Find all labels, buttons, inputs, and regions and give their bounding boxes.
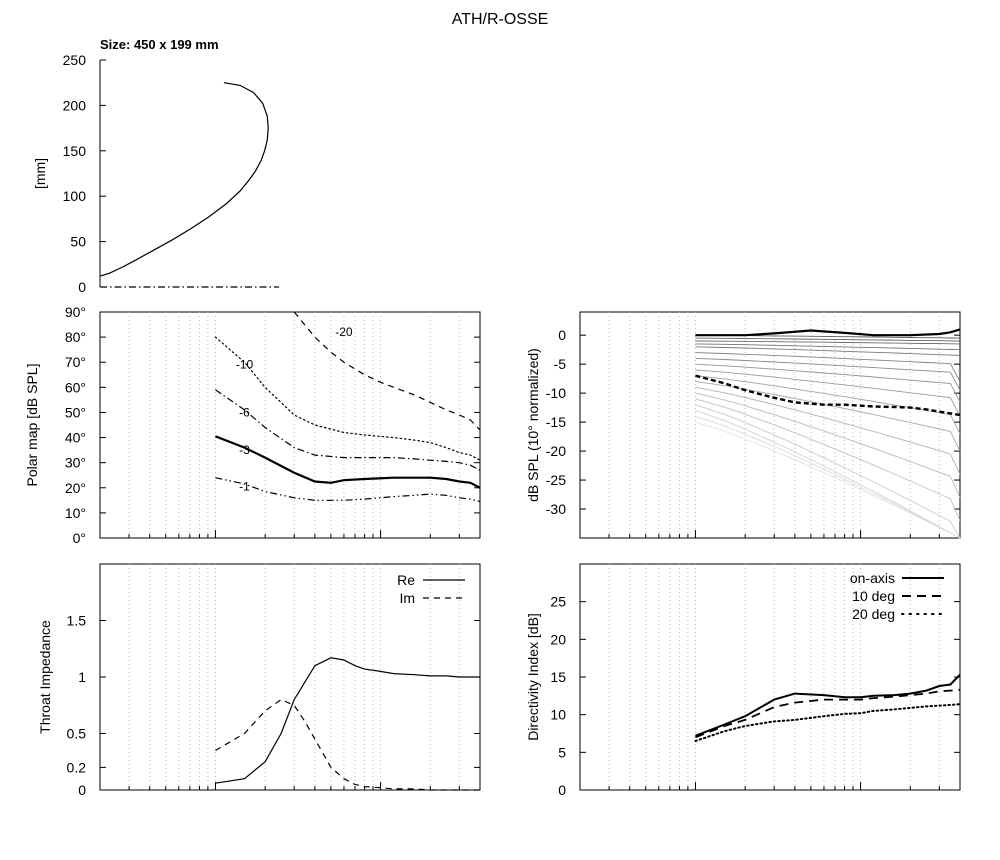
spl-y-tick-label: -25 — [546, 472, 566, 488]
profile-y-tick-label: 100 — [63, 188, 87, 204]
polar-contour-label: -1 — [239, 480, 250, 494]
spl-y-tick-label: -20 — [546, 443, 566, 459]
polar-y-tick-label: 0° — [73, 530, 86, 546]
profile-y-label: [mm] — [32, 158, 48, 189]
profile-y-tick-label: 50 — [70, 234, 86, 250]
spl-angle-curve — [695, 337, 961, 342]
polar-y-tick-label: 50° — [65, 404, 86, 420]
spl-on-axis-curve — [695, 328, 961, 337]
impedance-y-tick-label: 1 — [78, 669, 86, 685]
spl-y-tick-label: -5 — [554, 356, 567, 372]
di-legend-label: 20 deg — [852, 606, 895, 622]
polar-y-tick-label: 20° — [65, 480, 86, 496]
spl-angle-curve — [695, 392, 961, 498]
impedance-y-tick-label: 1.5 — [67, 613, 87, 629]
di-series — [695, 688, 961, 739]
plots-layer: Size: 450 x 199 mm050100150200250[mm]0°1… — [24, 37, 961, 798]
impedance-y-label: Throat Impedance — [37, 620, 53, 734]
polar-contour-label: -20 — [335, 325, 353, 339]
spl-angle-curve — [695, 340, 961, 345]
di-y-tick-label: 20 — [550, 631, 566, 647]
impedance-series-re — [215, 657, 480, 784]
spl-reference-curve — [695, 374, 961, 417]
impedance-series-im — [215, 698, 480, 791]
profile-y-tick-label: 150 — [63, 143, 87, 159]
impedance-legend-label: Im — [399, 590, 415, 606]
spl-angle-curve — [695, 398, 961, 521]
profile-curve — [99, 82, 269, 277]
di-legend-label: 10 deg — [852, 588, 895, 604]
spl-angle-curve — [695, 381, 961, 452]
spl-y-label: dB SPL (10° normalized) — [525, 348, 541, 502]
polar-y-tick-label: 40° — [65, 430, 86, 446]
polar-contour-minus20 — [293, 311, 481, 431]
polar-contour-minus3 — [215, 435, 481, 489]
spl-y-tick-label: -10 — [546, 385, 566, 401]
figure-title: ATH/R-OSSE — [452, 11, 549, 28]
polar-contour-label: -3 — [239, 443, 250, 457]
spl-angle-curve — [695, 369, 961, 417]
di-y-label: Directivity Index [dB] — [525, 613, 541, 741]
polar-y-tick-label: 30° — [65, 455, 86, 471]
polar-y-tick-label: 70° — [65, 354, 86, 370]
polar-y-tick-label: 60° — [65, 379, 86, 395]
spl-angle-curve — [695, 343, 961, 351]
spl-angle-curve — [695, 410, 961, 539]
spl-angle-curve — [695, 363, 961, 403]
polar-y-tick-label: 90° — [65, 304, 86, 320]
profile-y-tick-label: 200 — [63, 97, 87, 113]
di-plot-frame — [579, 563, 961, 791]
polar-plot: 0° 10° 20° 30° 40° 50° 60° 70° 80° 90° Polar map [… — [24, 304, 481, 546]
spl-angle-curve — [695, 404, 961, 539]
spl-angle-curve — [695, 375, 961, 434]
polar-contour-minus10 — [214, 336, 481, 461]
polar-y-tick-label: 80° — [65, 329, 86, 345]
di-y-tick-label: 15 — [550, 669, 566, 685]
spl-y-tick-label: -15 — [546, 414, 566, 430]
di-series — [694, 703, 961, 742]
spl-plot: 0 -5 -10 -15 -20 -25 -30 dB SPL (10° normalized… — [525, 311, 961, 539]
profile-y-tick-label: 250 — [63, 52, 87, 68]
impedance-y-tick-label: 0 — [78, 782, 86, 798]
profile-plot: Size: 450 x 199 mm 0 50 100 150 200 250 [mm] — [32, 37, 280, 295]
polar-contour-label: -6 — [239, 405, 250, 419]
polar-contour-label: -10 — [236, 358, 254, 372]
impedance-plot: 0 0.2 0.5 1 1.5 Throat Impedance Re Im — [37, 563, 481, 798]
polar-y-tick-label: 10° — [65, 505, 86, 521]
polar-contour-minus1 — [215, 477, 481, 503]
spl-y-tick-label: 0 — [558, 327, 566, 343]
di-plot: 0 5 10 15 20 25 Directivity Index [dB] on-axis 1… — [525, 563, 961, 798]
spl-y-tick-label: -30 — [546, 501, 566, 517]
di-y-tick-label: 0 — [558, 782, 566, 798]
di-y-tick-label: 5 — [558, 744, 566, 760]
polar-contour-minus6 — [215, 389, 481, 471]
spl-plot-frame — [579, 311, 961, 539]
di-series — [695, 674, 961, 737]
spl-angle-curve — [695, 357, 961, 391]
impedance-y-tick-label: 0.2 — [67, 759, 87, 775]
profile-y-tick-label: 0 — [78, 279, 86, 295]
di-y-tick-label: 25 — [550, 594, 566, 610]
profile-size-label: Size: 450 x 199 mm — [100, 37, 219, 52]
spl-angle-curve — [695, 346, 961, 356]
polar-plot-frame — [99, 311, 481, 539]
di-y-tick-label: 10 — [550, 707, 566, 723]
spl-angle-curve — [695, 415, 961, 539]
spl-angle-curve — [695, 386, 961, 475]
polar-y-label: Polar map [dB SPL] — [24, 364, 40, 487]
impedance-y-tick-label: 0.5 — [67, 726, 87, 742]
di-legend-label: on-axis — [850, 570, 895, 586]
impedance-legend-label: Re — [397, 572, 415, 588]
spl-angle-curve — [695, 421, 961, 539]
spl-angle-curve — [695, 352, 961, 382]
